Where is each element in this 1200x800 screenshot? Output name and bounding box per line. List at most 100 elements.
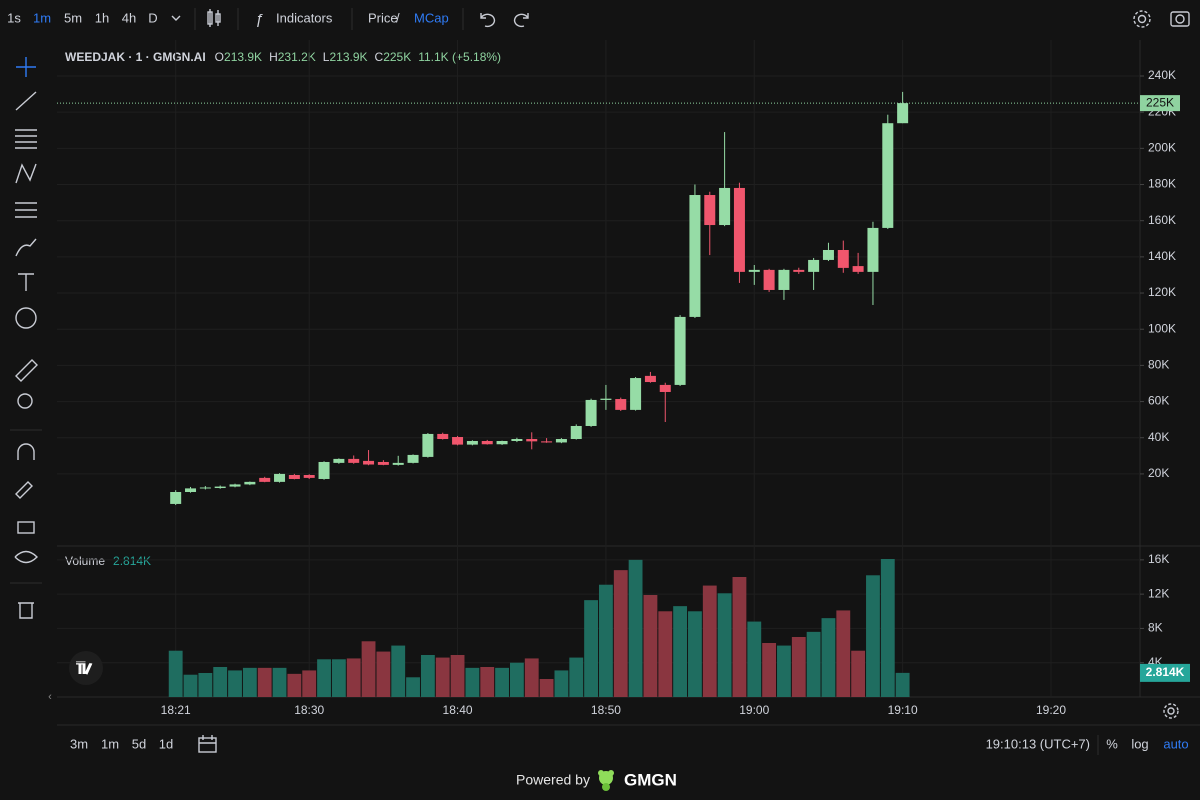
volume-bar [450,655,465,697]
interval-button[interactable]: 1s [7,10,21,25]
y-tick-label: 180K [1148,177,1176,191]
interval-button[interactable]: 1h [95,10,109,25]
interval-button[interactable]: 1m [33,10,51,25]
interval-button[interactable]: 5m [64,10,82,25]
fib-tool[interactable] [15,129,37,149]
y-tick-label: 40K [1148,430,1169,444]
last-price-label: 225K [1146,95,1174,109]
indicators-button[interactable]: Indicators [276,10,333,25]
candle-body [778,269,790,290]
screenshot-icon[interactable] [1170,11,1190,27]
candle-body [630,378,642,410]
scale-option[interactable]: auto [1163,736,1188,751]
range-button[interactable]: 1m [101,736,119,751]
candle-body [837,249,849,268]
volume-bar [628,559,643,697]
scale-option[interactable]: % [1106,736,1118,751]
interval-dropdown[interactable] [171,15,181,21]
range-button[interactable]: 5d [132,736,146,751]
projection-tool[interactable] [15,202,37,218]
candle-body [170,492,182,504]
volume-bar [762,643,777,697]
crosshair-tool[interactable] [16,57,36,77]
candle-body [303,475,315,478]
y-tick-label: 20K [1148,466,1169,480]
volume-bar [420,655,435,697]
y-tick-label: 140K [1148,249,1176,263]
volume-bar [465,667,480,697]
y-tick-label: 16K [1148,552,1169,566]
x-tick-label: 19:00 [739,703,769,717]
volume-bar [880,559,895,697]
volume-bar [569,657,584,697]
y-tick-label: 200K [1148,141,1176,155]
x-tick-label: 19:10 [888,703,918,717]
candle-body [274,473,286,482]
axis-settings[interactable] [1163,703,1179,719]
candle-body [333,458,345,463]
go-to-date[interactable] [198,735,217,753]
drawing-tools [14,57,38,619]
volume-bar [732,577,747,697]
settings-icon[interactable] [1133,10,1151,28]
volume-legend: Volume 2.814K [65,554,151,568]
candle-body [348,458,360,463]
chart-type-icon[interactable] [207,9,221,27]
volume-bar [198,673,213,697]
visibility-tool[interactable] [14,550,38,564]
volume-bar [821,618,836,697]
magnet-tool[interactable] [17,443,35,460]
volume-bar [895,672,910,697]
candle-body [407,454,419,463]
legend-label: L [323,50,330,64]
scale-option[interactable]: log [1131,736,1148,751]
zoom-tool[interactable] [17,393,33,409]
volume-title: Volume [65,554,105,568]
candle-body [882,123,894,228]
indicators-icon[interactable]: ƒ [255,11,263,28]
delete-tool[interactable] [18,602,34,619]
candle-body [719,187,731,226]
volume-bar [806,631,821,697]
volume-bar [866,575,880,697]
trend-line-tool[interactable] [15,91,37,111]
pattern-tool[interactable] [15,163,37,184]
candle-body [897,103,909,124]
candle-body [867,227,879,272]
x-tick-label: 18:21 [161,703,191,717]
chart-legend: WEEDJAK · 1 · GMGN.AI O213.9K H231.2K L213.… [65,50,501,64]
ruler-tool[interactable] [15,359,38,382]
redo[interactable] [513,13,529,28]
range-button[interactable]: 1d [159,736,173,751]
volume-bar [346,658,361,697]
interval-button[interactable]: D [148,10,157,25]
brush-tool[interactable] [15,238,37,257]
lock-tool[interactable] [17,521,35,534]
candle-body [674,316,686,385]
text-tool[interactable] [18,273,34,291]
interval-button[interactable]: 4h [122,10,136,25]
last-price-tag [1140,95,1180,112]
emoji-tool[interactable] [15,307,37,329]
mcap-toggle[interactable]: MCap [414,10,449,25]
candle-body [659,384,671,392]
collapse-arrow[interactable]: ‹ [48,691,52,703]
candle-body [793,269,805,272]
volume-bar [242,667,257,697]
volume-bar [361,641,376,697]
candle-body [288,475,300,479]
price-toggle[interactable]: Price [368,10,398,25]
toggle-separator: / [396,10,400,25]
undo[interactable] [480,13,496,28]
volume-bar [836,610,851,697]
y-tick-label: 60K [1148,394,1169,408]
candle-body [733,187,745,272]
range-button[interactable]: 3m [70,736,88,751]
volume-bar [406,677,420,697]
volume-bar [851,650,866,697]
candle-body [570,425,582,440]
candle-body [244,481,256,485]
volume-bar [509,662,524,697]
lock-drawing-tool[interactable] [15,481,33,499]
